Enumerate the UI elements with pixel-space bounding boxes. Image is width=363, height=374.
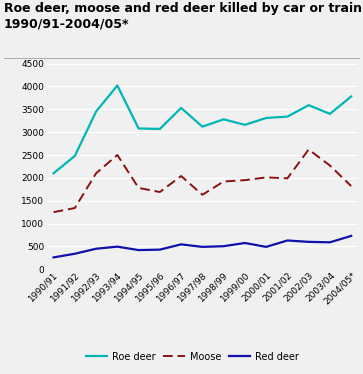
Roe deer [115,83,119,88]
Red deer [73,251,77,256]
Red deer [94,246,98,251]
Roe deer [94,109,98,114]
Roe deer [200,125,205,129]
Roe deer [179,106,183,110]
Moose [136,186,141,190]
Moose [221,179,226,184]
Moose [73,206,77,210]
Moose [52,210,56,214]
Moose [179,174,183,178]
Legend: Roe deer, Moose, Red deer: Roe deer, Moose, Red deer [82,347,303,365]
Line: Moose: Moose [54,150,351,212]
Red deer [328,240,332,245]
Red deer [115,245,119,249]
Roe deer [221,117,226,122]
Moose [200,193,205,197]
Line: Roe deer: Roe deer [54,86,351,173]
Text: Roe deer, moose and red deer killed by car or train.
1990/91-2004/05*: Roe deer, moose and red deer killed by c… [4,2,363,31]
Moose [306,147,311,152]
Moose [328,163,332,168]
Red deer [264,245,268,249]
Roe deer [243,123,247,127]
Roe deer [73,154,77,158]
Red deer [200,245,205,249]
Roe deer [306,103,311,107]
Roe deer [136,126,141,131]
Roe deer [158,127,162,131]
Line: Red deer: Red deer [54,236,351,257]
Red deer [285,238,290,243]
Moose [94,171,98,175]
Red deer [179,242,183,246]
Roe deer [264,116,268,120]
Red deer [158,247,162,252]
Roe deer [328,111,332,116]
Red deer [221,244,226,248]
Moose [264,175,268,180]
Red deer [243,241,247,245]
Moose [115,153,119,157]
Red deer [52,255,56,260]
Red deer [349,234,353,238]
Roe deer [285,114,290,119]
Red deer [306,240,311,244]
Moose [243,178,247,183]
Moose [158,190,162,194]
Red deer [136,248,141,252]
Roe deer [349,94,353,99]
Roe deer [52,171,56,175]
Moose [285,176,290,181]
Moose [349,184,353,188]
